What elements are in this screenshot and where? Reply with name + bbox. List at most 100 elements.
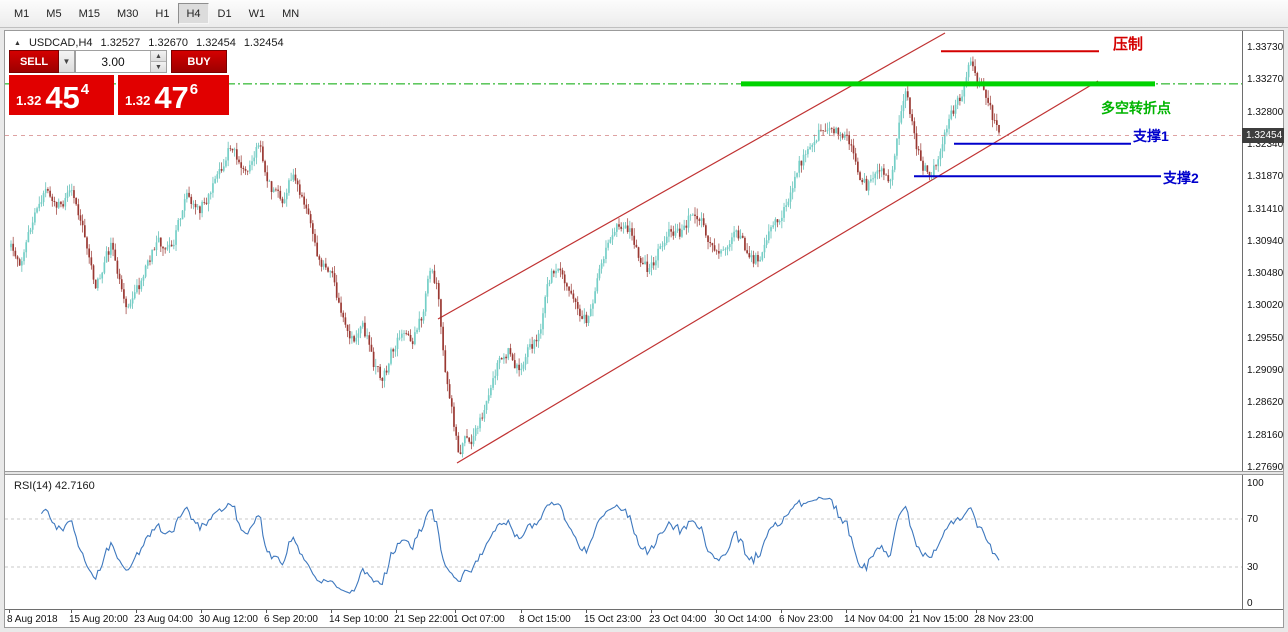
chart-window: ▲ USDCAD,H4 1.32527 1.32670 1.32454 1.32… [4, 30, 1284, 628]
time-tick-mark [455, 610, 456, 613]
price-tick: 1.27690 [1247, 462, 1284, 473]
low-value: 1.32454 [196, 37, 236, 49]
time-tick-mark [976, 610, 977, 613]
timeframe-button-m1[interactable]: M1 [14, 7, 30, 20]
price-tick: 1.32340 [1247, 138, 1284, 150]
price-tick: 1.28160 [1247, 429, 1284, 441]
timeframe-button-h4[interactable]: H4 [178, 3, 209, 24]
time-tick-label: 30 Oct 14:00 [714, 614, 772, 625]
price-tick: 1.30020 [1247, 300, 1284, 312]
time-tick-mark [201, 610, 202, 613]
price-chart-canvas[interactable] [5, 31, 1242, 471]
time-tick-mark [71, 610, 72, 613]
chevron-down-icon: ▼ [62, 57, 71, 66]
time-tick-label: 23 Oct 04:00 [649, 614, 707, 625]
sell-price-big: 45 [45, 79, 80, 115]
open-value: 1.32527 [100, 37, 141, 49]
pane-splitter[interactable] [5, 471, 1283, 475]
time-tick-label: 21 Nov 15:00 [909, 614, 969, 625]
lot-dropdown-button[interactable]: ▼ [59, 50, 75, 73]
rsi-indicator-canvas[interactable] [5, 475, 1242, 609]
price-axis[interactable]: 1.33730 1.33270 1.32800 1.32340 1.31870 1.314… [1242, 31, 1283, 609]
one-click-trading-panel: SELL ▼ ▲ ▼ BUY 1.32 45 4 [9, 50, 231, 115]
sell-price-prefix: 1.32 [16, 93, 42, 108]
support1-annotation: 支撑1 [1133, 127, 1169, 144]
price-tick: 1.31410 [1247, 203, 1284, 215]
buy-button[interactable]: BUY [171, 50, 227, 73]
price-tick: 1.33270 [1247, 74, 1284, 86]
lot-spinner: ▲ ▼ [150, 51, 166, 72]
time-axis[interactable]: 8 Aug 2018 15 Aug 20:00 23 Aug 04:00 30 Aug… [5, 609, 1283, 627]
current-price-badge: 1.32454 [1242, 128, 1284, 144]
price-tick: 1.28620 [1247, 397, 1284, 409]
timeframe-toolbar: M1 M5 M15 M30 H1 H4 D1 W1 MN [0, 0, 1288, 28]
timeframe-button-m5[interactable]: M5 [46, 7, 62, 20]
time-tick-mark [716, 610, 717, 613]
time-tick-label: 28 Nov 23:00 [974, 614, 1034, 625]
lot-size-input[interactable] [76, 51, 150, 72]
chart-title: ▲ USDCAD,H4 1.32527 1.32670 1.32454 1.32… [14, 37, 284, 49]
chevron-up-icon: ▲ [155, 52, 162, 60]
buy-price-display[interactable]: 1.32 47 6 [118, 75, 229, 115]
resistance-annotation: 压制 [1113, 36, 1144, 54]
channel-upper [437, 32, 946, 320]
time-tick-mark [9, 610, 10, 613]
buy-price-prefix: 1.32 [125, 93, 151, 108]
time-tick-label: 8 Aug 2018 [7, 614, 58, 625]
timeframe-button-mn[interactable]: MN [282, 7, 300, 20]
time-tick-label: 6 Sep 20:00 [264, 614, 318, 625]
chevron-down-icon: ▼ [155, 63, 162, 71]
time-tick-label: 6 Nov 23:00 [779, 614, 833, 625]
lot-size-field: ▲ ▼ [75, 50, 167, 73]
time-tick-label: 14 Sep 10:00 [329, 614, 389, 625]
lot-decrement-button[interactable]: ▼ [151, 62, 166, 72]
time-tick-mark [396, 610, 397, 613]
close-value: 1.32454 [243, 37, 284, 49]
down-candle-bodies [12, 61, 1000, 454]
rsi-axis-tick: 30 [1247, 562, 1259, 573]
up-candle-bodies [10, 61, 981, 454]
timeframe-button-m30[interactable]: M30 [116, 7, 139, 20]
time-tick-label: 15 Aug 20:00 [69, 614, 128, 625]
time-tick-mark [521, 610, 522, 613]
lot-increment-button[interactable]: ▲ [151, 51, 166, 62]
price-tick: 1.30940 [1247, 235, 1284, 247]
rsi-label: RSI(14) 42.7160 [14, 480, 95, 492]
symbol-label: USDCAD,H4 [28, 37, 93, 49]
time-tick-label: 30 Aug 12:00 [199, 614, 258, 625]
buy-price-pip: 6 [189, 81, 199, 98]
price-tick: 1.33730 [1247, 42, 1284, 53]
time-tick-label: 14 Nov 04:00 [844, 614, 904, 625]
time-tick-label: 21 Sep 22:00 [394, 614, 454, 625]
time-tick-label: 8 Oct 15:00 [519, 614, 571, 625]
timeframe-button-m15[interactable]: M15 [78, 7, 100, 20]
timeframe-button-h1[interactable]: H1 [155, 7, 170, 20]
up-candle-wicks [10, 57, 980, 458]
rsi-axis-tick: 70 [1247, 514, 1259, 525]
rsi-axis-tick: 0 [1247, 598, 1253, 609]
time-tick-mark [331, 610, 332, 613]
buy-price-big: 47 [154, 79, 189, 115]
time-tick-mark [781, 610, 782, 613]
rsi-axis-tick: 100 [1247, 478, 1264, 489]
down-candle-wicks [12, 56, 1000, 455]
rsi-name: RSI(14) [14, 480, 52, 492]
timeframe-button-w1[interactable]: W1 [248, 7, 266, 20]
time-tick-mark [586, 610, 587, 613]
sell-price-display[interactable]: 1.32 45 4 [9, 75, 114, 115]
time-tick-mark [651, 610, 652, 613]
time-tick-mark [911, 610, 912, 613]
time-tick-mark [846, 610, 847, 613]
price-tick: 1.30480 [1247, 268, 1284, 280]
rsi-value: 42.7160 [54, 480, 95, 492]
symbol-marker-icon: ▲ [14, 39, 21, 47]
price-tick: 1.29090 [1247, 365, 1284, 377]
time-tick-label: 15 Oct 23:00 [584, 614, 642, 625]
sell-button[interactable]: SELL [9, 50, 59, 73]
timeframe-button-d1[interactable]: D1 [217, 7, 232, 20]
time-tick-mark [266, 610, 267, 613]
support2-annotation: 支撑2 [1163, 170, 1199, 187]
high-value: 1.32670 [148, 37, 189, 49]
time-tick-label: 23 Aug 04:00 [134, 614, 193, 625]
pivot-annotation: 多空转折点 [1101, 99, 1171, 116]
